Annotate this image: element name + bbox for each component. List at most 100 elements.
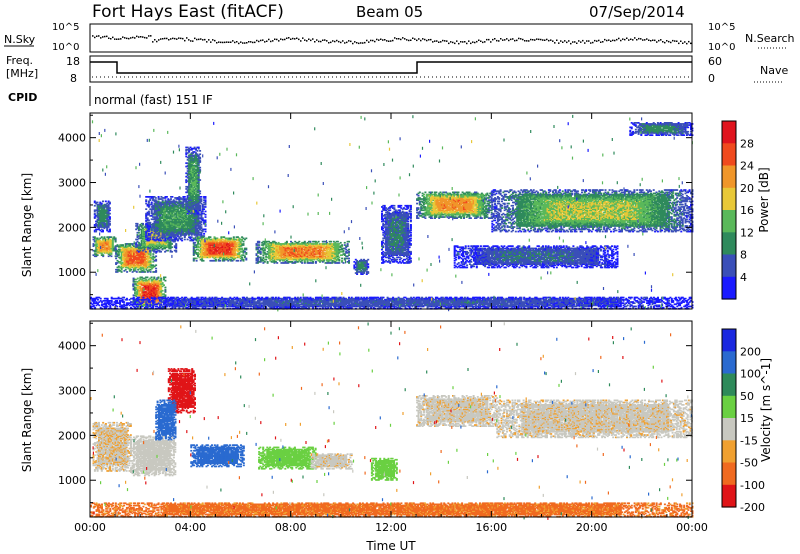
echo-cell xyxy=(164,241,167,244)
echo-cell xyxy=(185,199,188,201)
echo-cell xyxy=(165,246,168,249)
nave-right-tick-top: 60 xyxy=(708,55,722,68)
echo-cell xyxy=(178,228,181,231)
echo-cell xyxy=(126,261,129,263)
echo-cell xyxy=(150,241,153,244)
echo-cell xyxy=(171,204,174,207)
echo-cell xyxy=(99,213,102,216)
echo-cell xyxy=(98,250,100,253)
echo-cell xyxy=(167,230,170,233)
echo-cell xyxy=(154,231,157,234)
echo-cell xyxy=(165,231,168,234)
echo-cell xyxy=(102,250,105,253)
noise-point xyxy=(358,42,360,45)
echo-cell xyxy=(181,207,184,209)
echo-cell xyxy=(164,239,167,242)
noise-point xyxy=(672,39,674,42)
echo-cell xyxy=(119,262,122,264)
echo-cell xyxy=(133,255,135,258)
echo-cell xyxy=(179,197,182,199)
echo-cell xyxy=(183,222,186,225)
noise-right-tick-top: 10^5 xyxy=(708,22,735,33)
echo-cell xyxy=(183,209,186,212)
echo-cell xyxy=(168,221,171,224)
echo-cell xyxy=(107,240,110,243)
noise-point xyxy=(466,42,468,45)
echo-cell xyxy=(165,229,168,232)
echo-cell xyxy=(128,248,131,251)
echo-cell xyxy=(140,241,143,244)
echo-cell xyxy=(108,202,111,205)
echo-cell xyxy=(148,264,151,267)
echo-cell xyxy=(172,211,175,214)
echo-cell xyxy=(128,262,131,264)
echo-cell xyxy=(113,238,116,241)
echo-cell xyxy=(108,228,111,231)
echo-cell xyxy=(176,201,179,204)
echo-cell xyxy=(175,234,178,236)
echo-cell xyxy=(144,265,147,268)
noise-point xyxy=(426,39,428,42)
echo-cell xyxy=(104,219,107,222)
noise-point xyxy=(398,38,400,40)
noise-point xyxy=(234,41,236,44)
echo-cell xyxy=(161,208,164,210)
echo-cell xyxy=(102,226,104,228)
echo-cell xyxy=(96,245,99,247)
noise-point xyxy=(522,38,524,41)
echo-cell xyxy=(100,204,103,207)
echo-cell xyxy=(146,261,149,263)
echo-cell xyxy=(128,243,131,245)
echo-cell xyxy=(186,238,189,241)
echo-cell xyxy=(159,231,161,234)
echo-cell xyxy=(143,240,146,243)
echo-cell xyxy=(148,243,151,245)
echo-cell xyxy=(172,199,175,201)
noise-point xyxy=(330,41,332,44)
noise-point xyxy=(212,39,214,41)
echo-cell xyxy=(173,235,176,237)
echo-cell xyxy=(96,239,99,242)
echo-cell xyxy=(176,209,179,212)
echo-cell xyxy=(147,219,150,222)
echo-cell xyxy=(103,227,106,230)
echo-cell xyxy=(145,265,148,268)
noise-point xyxy=(394,37,396,39)
echo-cell xyxy=(166,240,169,243)
echo-cell xyxy=(96,218,99,221)
echo-cell xyxy=(106,221,109,224)
echo-cell xyxy=(97,222,100,225)
echo-cell xyxy=(154,241,157,244)
echo-cell xyxy=(164,219,167,222)
echo-cell xyxy=(116,255,119,258)
echo-cell xyxy=(126,254,129,256)
echo-cell xyxy=(120,262,123,264)
echo-cell xyxy=(164,288,167,291)
echo-cell xyxy=(149,225,152,227)
echo-cell xyxy=(150,230,153,233)
echo-cell xyxy=(145,263,148,265)
echo-cell xyxy=(130,252,133,254)
echo-cell xyxy=(114,240,117,243)
noise-point xyxy=(544,39,546,41)
echo-cell xyxy=(106,224,109,226)
noise-point xyxy=(636,39,638,41)
echo-cell xyxy=(245,257,248,260)
echo-cell xyxy=(160,212,163,215)
noise-point xyxy=(556,39,558,41)
echo-cell xyxy=(167,226,170,228)
echo-cell xyxy=(120,267,123,270)
echo-cell xyxy=(142,252,145,254)
echo-cell xyxy=(161,238,164,241)
echo-cell xyxy=(145,248,148,251)
echo-cell xyxy=(123,263,126,265)
echo-cell xyxy=(167,211,170,214)
echo-cell xyxy=(154,197,157,199)
echo-cell xyxy=(152,225,155,227)
echo-cell xyxy=(158,243,161,245)
echo-cell xyxy=(159,222,161,225)
echo-cell xyxy=(151,239,154,242)
echo-cell xyxy=(198,236,201,238)
echo-cell xyxy=(149,256,152,259)
